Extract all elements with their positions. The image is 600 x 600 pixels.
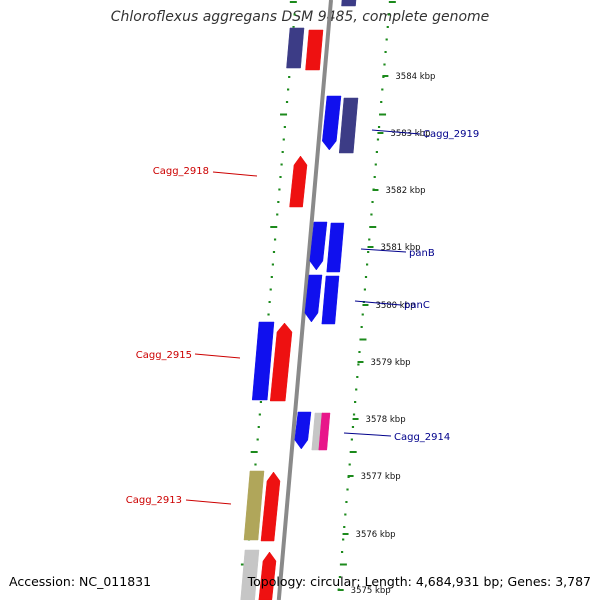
gene-label-cagg_2913: Cagg_2913 <box>126 495 182 506</box>
gene-feature <box>251 321 275 401</box>
gene-label-cagg_2919: Cagg_2919 <box>423 129 479 140</box>
scale-tick-label: 3579 kbp <box>371 358 411 368</box>
gene-feature <box>338 97 359 154</box>
gene-label-panb: panB <box>409 248 435 259</box>
gene-label-leader <box>371 129 421 135</box>
gene-label-cagg_2914: Cagg_2914 <box>394 432 450 443</box>
gene-label-leader <box>185 499 232 505</box>
gene-label-leader <box>212 171 258 177</box>
scale-tick-label: 3580 kbp <box>375 301 415 311</box>
topology-text: Topology: circular; Length: 4,684,931 bp… <box>247 574 591 589</box>
gene-feature <box>305 29 324 71</box>
gene-feature <box>243 470 265 541</box>
gene-feature <box>258 551 277 600</box>
gene-label-leader <box>343 432 392 437</box>
gene-label-leader <box>360 248 407 253</box>
gene-feature <box>260 471 281 542</box>
gene-feature <box>309 221 328 271</box>
gene-feature <box>289 155 308 208</box>
scale-tick-label: 3578 kbp <box>366 415 406 425</box>
scale-tick-label: 3576 kbp <box>356 530 396 540</box>
scale-tick-label: 3582 kbp <box>385 186 425 196</box>
gene-label-leader <box>194 353 241 359</box>
gene-label-panc: panC <box>404 300 430 311</box>
gene-feature <box>269 322 293 402</box>
scale-tick-label: 3575 kbp <box>351 586 391 596</box>
gene-feature <box>321 275 340 325</box>
gene-feature <box>322 95 342 151</box>
gene-feature <box>294 411 312 450</box>
gene-label-leader <box>354 300 402 306</box>
gene-feature <box>286 27 305 69</box>
scale-tick-label: 3584 kbp <box>395 72 435 82</box>
gene-feature <box>240 549 260 600</box>
scale-tick-label: 3577 kbp <box>361 472 401 482</box>
accession-text: Accession: NC_011831 <box>9 574 152 589</box>
gene-feature <box>318 412 331 451</box>
scale-tick-label: 3581 kbp <box>381 243 421 253</box>
gene-label-cagg_2918: Cagg_2918 <box>153 166 209 177</box>
gene-feature <box>326 222 345 273</box>
gene-feature <box>304 274 323 323</box>
gene-label-cagg_2915: Cagg_2915 <box>136 350 192 361</box>
scale-tick-label: 3583 kbp <box>390 129 430 139</box>
genome-backbone <box>276 0 333 600</box>
map-title: Chloroflexus aggregans DSM 9485, complet… <box>110 9 490 25</box>
gene-feature <box>341 0 357 7</box>
